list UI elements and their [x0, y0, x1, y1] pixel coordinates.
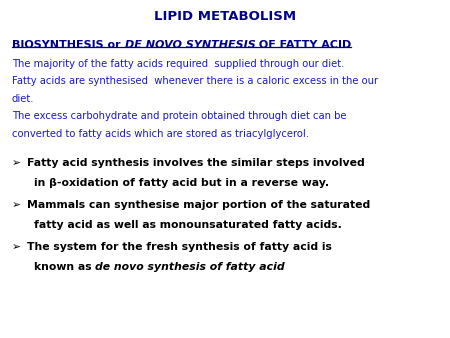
Text: Fatty acids are synthesised  whenever there is a caloric excess in the our: Fatty acids are synthesised whenever the…: [12, 76, 378, 87]
Text: DE NOVO SYNTHESIS: DE NOVO SYNTHESIS: [125, 40, 255, 50]
Text: converted to fatty acids which are stored as triacylglycerol.: converted to fatty acids which are store…: [12, 129, 309, 139]
Text: ➢: ➢: [12, 159, 21, 169]
Text: known as: known as: [34, 262, 95, 272]
Text: LIPID METABOLISM: LIPID METABOLISM: [154, 10, 296, 23]
Text: ➢: ➢: [12, 200, 21, 211]
Text: The system for the fresh synthesis of fatty acid is: The system for the fresh synthesis of fa…: [27, 242, 332, 252]
Text: The excess carbohydrate and protein obtained through diet can be: The excess carbohydrate and protein obta…: [12, 112, 346, 121]
Text: in β-oxidation of fatty acid but in a reverse way.: in β-oxidation of fatty acid but in a re…: [34, 178, 329, 188]
Text: ➢: ➢: [12, 242, 21, 252]
Text: BIOSYNTHESIS or: BIOSYNTHESIS or: [12, 40, 125, 50]
Text: de novo synthesis of fatty acid: de novo synthesis of fatty acid: [95, 262, 285, 272]
Text: Mammals can synthesise major portion of the saturated: Mammals can synthesise major portion of …: [27, 200, 370, 211]
Text: The majority of the fatty acids required  supplied through our diet.: The majority of the fatty acids required…: [12, 59, 344, 69]
Text: fatty acid as well as monounsaturated fatty acids.: fatty acid as well as monounsaturated fa…: [34, 220, 342, 230]
Text: diet.: diet.: [12, 94, 35, 104]
Text: Fatty acid synthesis involves the similar steps involved: Fatty acid synthesis involves the simila…: [27, 159, 365, 169]
Text: OF FATTY ACID: OF FATTY ACID: [255, 40, 351, 50]
